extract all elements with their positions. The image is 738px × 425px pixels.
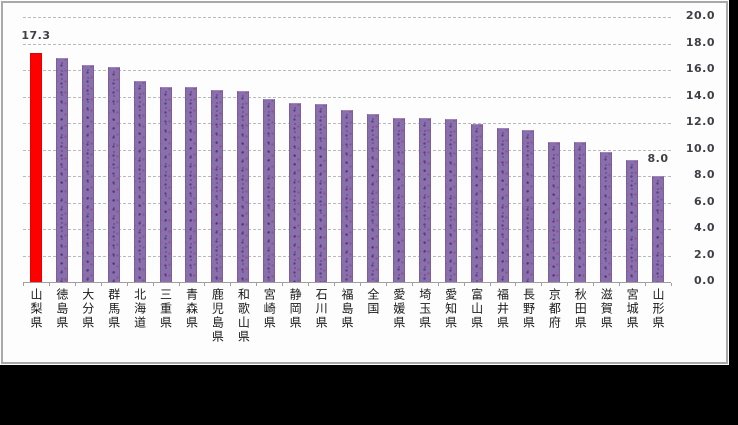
y-axis-labels: 0.0 2.0 4.0 6.0 8.0 10.0 12.0 14.0 16.0 18.0 20.0 xyxy=(672,0,715,300)
x-axis-tick xyxy=(308,283,309,286)
x-axis-label: 三重県 xyxy=(158,288,173,330)
bar xyxy=(211,90,224,282)
bar xyxy=(626,160,639,282)
x-axis-label: 福島県 xyxy=(340,288,354,330)
bar xyxy=(574,142,587,282)
y-tick-label: 18.0 xyxy=(685,35,715,49)
x-axis-label: 大分県 xyxy=(80,288,95,330)
x-axis-tick xyxy=(619,283,620,286)
x-axis-tick xyxy=(567,283,568,286)
bar xyxy=(652,176,665,282)
x-axis-label: 鹿児島県 xyxy=(210,288,225,344)
bar xyxy=(548,142,561,282)
y-tick-label: 8.0 xyxy=(694,168,715,181)
x-axis-tick xyxy=(386,283,387,286)
y-tick-label: 6.0 xyxy=(694,194,715,208)
x-axis-tick xyxy=(282,283,283,286)
gridline xyxy=(23,43,671,45)
x-axis-tick xyxy=(671,283,672,286)
x-axis-label: 滋賀県 xyxy=(599,288,614,330)
x-axis-labels: 山梨県 徳島県 大分県 群馬県 北海道 三重県 青森県 鹿児島県 和歌山県 宮崎県 静岡県 石川県 福島… xyxy=(23,288,675,360)
x-axis-tick xyxy=(49,283,50,286)
gridline xyxy=(23,70,671,71)
plot-area xyxy=(23,17,671,283)
x-axis-tick xyxy=(230,283,231,286)
y-tick-label: 2.0 xyxy=(694,247,715,261)
x-axis-tick xyxy=(75,283,76,286)
x-axis-label: 宮崎県 xyxy=(262,288,277,330)
y-tick-label: 4.0 xyxy=(694,221,715,234)
x-axis-tick xyxy=(515,283,516,286)
x-axis-tick xyxy=(490,283,491,286)
bar xyxy=(289,103,302,282)
bar xyxy=(107,67,120,282)
x-axis-label: 富山県 xyxy=(469,288,484,330)
y-tick-label: 16.0 xyxy=(685,62,715,75)
x-axis-tick xyxy=(256,283,257,286)
bar xyxy=(341,110,353,282)
x-axis-tick xyxy=(179,283,180,286)
x-axis-label: 京都府 xyxy=(547,288,562,330)
x-axis-tick xyxy=(23,283,24,286)
bar xyxy=(418,118,431,282)
bar xyxy=(237,91,250,282)
x-axis-label: 宮城県 xyxy=(625,288,640,330)
x-axis-tick xyxy=(360,283,361,286)
bar xyxy=(470,124,483,282)
bar xyxy=(392,118,405,282)
x-axis-tick xyxy=(334,283,335,286)
x-axis-label: 愛媛県 xyxy=(391,288,406,330)
x-axis-tick xyxy=(204,283,205,286)
x-axis-tick xyxy=(127,283,128,286)
y-tick-label: 20.0 xyxy=(685,9,715,22)
y-tick-label: 0.0 xyxy=(694,274,715,287)
x-axis-tick xyxy=(645,283,646,286)
x-axis-tick xyxy=(593,283,594,286)
x-axis-line xyxy=(23,282,671,283)
x-axis-label: 徳島県 xyxy=(54,288,69,330)
bar xyxy=(81,65,94,282)
x-axis-tick xyxy=(153,283,154,286)
bar xyxy=(444,119,457,282)
x-axis-label: 青森県 xyxy=(184,288,199,330)
bar xyxy=(263,99,276,282)
x-axis-tick xyxy=(101,283,102,286)
x-axis-label: 和歌山県 xyxy=(236,288,251,344)
bar xyxy=(185,87,198,282)
x-axis-ticks xyxy=(23,282,673,287)
x-axis-label: 全国 xyxy=(365,288,380,316)
x-axis-label: 埼玉県 xyxy=(417,288,432,330)
bar xyxy=(496,128,509,282)
x-axis-tick xyxy=(412,283,413,286)
x-axis-label: 北海道 xyxy=(132,288,147,330)
x-axis-label: 愛知県 xyxy=(443,288,458,330)
x-axis-label: 山形県 xyxy=(651,288,666,330)
bar xyxy=(366,114,379,282)
bar xyxy=(522,130,535,282)
x-axis-tick xyxy=(541,283,542,286)
bar xyxy=(600,152,613,282)
y-tick-label: 12.0 xyxy=(685,115,715,128)
x-axis-label: 福井県 xyxy=(495,288,510,330)
bar xyxy=(55,58,68,282)
gridline xyxy=(23,96,671,98)
bar xyxy=(315,104,328,282)
x-axis-label: 長野県 xyxy=(521,288,536,330)
x-axis-tick xyxy=(464,283,465,286)
y-tick-label: 14.0 xyxy=(685,88,715,102)
x-axis-label: 静岡県 xyxy=(288,288,303,330)
bar xyxy=(159,87,172,282)
x-axis-label: 秋田県 xyxy=(573,288,588,330)
x-axis-label: 群馬県 xyxy=(106,288,121,330)
gridline xyxy=(23,17,671,18)
y-tick-label: 10.0 xyxy=(685,141,715,155)
x-axis-tick xyxy=(438,283,439,286)
bar xyxy=(133,81,146,282)
x-axis-label: 石川県 xyxy=(314,288,329,330)
x-axis-label: 山梨県 xyxy=(28,288,43,330)
bar-highlighted xyxy=(29,53,42,282)
